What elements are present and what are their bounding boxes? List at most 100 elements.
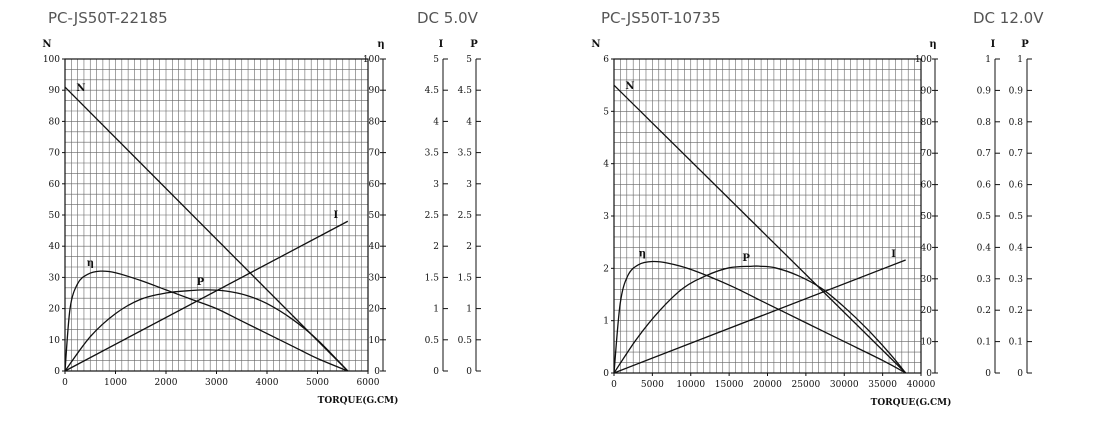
tick-label: 1 <box>1017 55 1023 65</box>
tick-label: 0.1 <box>1009 338 1023 348</box>
axis-2: 0 0.5 1 1.5 2 2.5 3 3.5 4 4.5 5I <box>425 39 448 377</box>
x-tick-label: 0 <box>62 378 68 388</box>
x-tick-label: 40000 <box>907 380 936 390</box>
axis-title-η: η <box>377 39 384 50</box>
tick-label: 20 <box>369 305 381 315</box>
tick-label: 0.5 <box>458 336 473 346</box>
tick-label: 2.5 <box>458 211 473 221</box>
axis-0: 0 1 2 3 4 5 6N <box>591 39 614 379</box>
series-line-P <box>64 289 349 372</box>
axis-3: 0 0.5 1 1.5 2 2.5 3 3.5 4 4.5 5 P <box>458 39 481 377</box>
tick-label: 50 <box>49 211 61 221</box>
tick-label: 1 <box>433 305 439 315</box>
tick-label: 10 <box>369 336 381 346</box>
tick-label: 0.8 <box>1009 118 1024 128</box>
axis-0: 0 10 20 30 40 50 60 70 80 90 100 N <box>42 39 65 377</box>
x-tick-label: 5000 <box>306 378 329 388</box>
tick-label: 5 <box>433 55 439 65</box>
tick-label: 0.5 <box>425 336 440 346</box>
x-tick-label: 3000 <box>205 378 228 388</box>
tick-label: 3 <box>603 212 609 222</box>
x-tick-label: 25000 <box>792 380 821 390</box>
tick-label: 0 <box>926 369 932 379</box>
series-label-I: I <box>333 210 338 221</box>
x-axis: 0 5000 10000 15000 20000 25000 30000 35000 40000… <box>611 373 951 408</box>
tick-label: 4 <box>466 117 472 127</box>
tick-label: 0.4 <box>1009 243 1024 253</box>
tick-label: 30 <box>921 275 933 285</box>
tick-label: 1.5 <box>425 273 440 283</box>
tick-label: 60 <box>921 181 933 191</box>
series-label-P: P <box>197 277 205 288</box>
tick-label: 5 <box>603 107 609 117</box>
tick-label: 2 <box>603 264 609 274</box>
tick-label: 6 <box>603 55 609 65</box>
tick-label: 0.9 <box>977 86 992 96</box>
grid <box>64 58 369 372</box>
chart-title: PC-JS50T-22185 <box>48 9 168 27</box>
tick-label: 80 <box>49 117 61 127</box>
x-tick-label: 15000 <box>715 380 744 390</box>
tick-label: 50 <box>921 212 933 222</box>
chart-plot-right: 0123456N0102030405060708090100η00.10.20.… <box>591 39 1032 408</box>
tick-label: 40 <box>921 243 933 253</box>
axis-1: 0 10 20 30 40 50 60 70 80 90 100 η <box>363 39 386 377</box>
series-line-η <box>64 270 349 372</box>
tick-label: 0.7 <box>977 149 992 159</box>
tick-label: 60 <box>369 180 381 190</box>
tick-label: 3.5 <box>425 149 440 159</box>
series-line-I <box>613 259 906 374</box>
axis-title-I: I <box>991 39 996 50</box>
tick-label: 0 <box>466 367 472 377</box>
x-tick-label: 10000 <box>676 380 705 390</box>
x-tick-label: 1000 <box>104 378 127 388</box>
tick-label: 40 <box>369 242 381 252</box>
chart-panel-left: PC-JS50T-22185 DC 5.0V 0 10 20 30 40 50 60 70 80… <box>0 0 545 427</box>
tick-label: 1 <box>603 317 609 327</box>
tick-label: 0 <box>54 367 60 377</box>
x-axis-title: TORQUE(G.CM) <box>871 397 952 408</box>
x-tick-label: 4000 <box>256 378 279 388</box>
series-label-I: I <box>891 249 896 260</box>
tick-label: 3 <box>466 180 472 190</box>
series-label-η: η <box>87 258 94 269</box>
x-tick-label: 30000 <box>830 380 859 390</box>
tick-label: 4 <box>433 117 439 127</box>
tick-label: 0.8 <box>977 118 992 128</box>
axis-title-N: N <box>591 39 600 50</box>
chart-panel-right: PC-JS50T-10735 DC 12.0V 0 1 2 3 4 5 6 N 0 10 20 30 4… <box>547 0 1094 427</box>
tick-label: 90 <box>49 86 61 96</box>
tick-label: 30 <box>369 273 381 283</box>
axis-title-P: P <box>470 39 478 50</box>
tick-label: 20 <box>921 306 933 316</box>
tick-label: 0.3 <box>1009 275 1024 285</box>
tick-label: 0 <box>374 367 380 377</box>
x-axis-title: TORQUE(G.CM) <box>318 395 399 406</box>
axis-2: 0 0.1 0.2 0.3 0.4 0.5 0.6 0.7 0.8 0.9 1I <box>977 39 1000 379</box>
tick-label: 100 <box>43 55 60 65</box>
tick-label: 100 <box>915 55 932 65</box>
axis-title-η: η <box>929 39 936 50</box>
tick-label: 80 <box>369 117 381 127</box>
tick-label: 2 <box>433 242 439 252</box>
tick-label: 0 <box>433 367 439 377</box>
tick-label: 0 <box>985 369 991 379</box>
tick-label: 10 <box>921 338 933 348</box>
series-line-P <box>613 265 907 374</box>
tick-label: 0.3 <box>977 275 992 285</box>
series-label-N: N <box>625 81 634 92</box>
series-label-N: N <box>76 83 85 94</box>
series-label-P: P <box>742 253 750 264</box>
tick-label: 3.5 <box>458 149 473 159</box>
x-tick-label: 0 <box>611 380 617 390</box>
tick-label: 70 <box>369 149 381 159</box>
series-line-η <box>613 260 906 374</box>
x-axis: 0 1000 2000 3000 4000 5000 6000 TORQUE(G.CM) <box>62 371 398 406</box>
tick-label: 0.9 <box>1009 86 1024 96</box>
tick-label: 50 <box>369 211 381 221</box>
x-tick-label: 6000 <box>357 378 380 388</box>
tick-label: 0.1 <box>977 338 991 348</box>
tick-label: 30 <box>49 273 61 283</box>
chart-voltage: DC 12.0V <box>973 9 1044 27</box>
axis-title-P: P <box>1021 39 1029 50</box>
